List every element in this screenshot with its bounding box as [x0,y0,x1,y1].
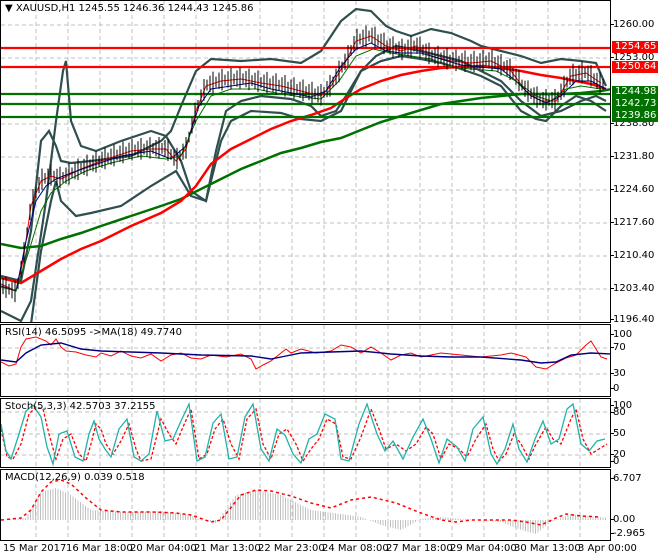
resistance-label-2: 1250.64 [612,61,658,73]
rsi-tick: 0 [610,383,620,394]
price-tick: 1203.40 [610,283,655,294]
price-tick: 1238.80 [610,118,655,129]
price-tick: 1260.00 [610,19,655,30]
rsi-tick: 30 [611,368,626,379]
support-label-2: 1242.73 [612,98,658,110]
price-tick: 1217.60 [610,217,655,228]
rsi-tick: 70 [611,342,626,353]
price-tick: 1224.60 [610,184,655,195]
rsi-axis: 100 70 30 0 [610,324,660,397]
macd-tick: 6.707 [611,473,642,484]
stoch-tick: 100 [610,400,633,411]
symbol-ohlc-title: XAUUSD,H1 1245.55 1246.36 1244.43 1245.8… [15,3,254,14]
support-label-1: 1244.98 [612,86,658,98]
macd-tick: -2.965 [610,528,646,539]
stoch-tick: 20 [611,449,626,460]
price-tick: 1210.40 [610,250,655,261]
time-label: 27 Mar 18:00 [386,543,453,554]
macd-axis: 6.707 0.00 -2.965 [610,469,660,541]
macd-chart-svg [1,470,606,540]
support-label-3: 1239.86 [612,110,658,122]
price-tick: 1196.40 [610,314,655,325]
stoch-title: Stoch(5,3,3) 42.5703 37.2155 [5,401,156,412]
time-label: 29 Mar 04:00 [450,543,517,554]
resistance-label-1: 1254.65 [612,41,658,53]
stochastic-pane[interactable]: Stoch(5,3,3) 42.5703 37.2155 [0,398,611,468]
macd-tick: 0.00 [610,514,636,525]
time-label: 21 Mar 13:00 [194,543,261,554]
rsi-title: RSI(14) 46.5095 ->MA(18) 49.7740 [5,327,182,338]
stoch-tick: 80 [611,407,626,418]
time-label: 3 Apr 00:00 [578,543,637,554]
macd-title: MACD(12,26,9) 0.039 0.518 [5,472,145,483]
rsi-pane[interactable]: RSI(14) 46.5095 ->MA(18) 49.7740 [0,324,611,397]
rsi-tick: 100 [610,329,633,340]
macd-pane[interactable]: MACD(12,26,9) 0.039 0.518 [0,469,611,541]
stoch-axis: 100 80 50 20 0 [610,398,660,468]
time-label: 24 Mar 08:00 [322,543,389,554]
chart-header: ▼ XAUUSD,H1 1245.55 1246.36 1244.43 1245… [5,3,253,14]
price-tick: 1253.00 [610,52,655,63]
rsi-chart-svg [1,325,610,396]
stoch-tick: 50 [611,428,626,439]
price-tick: 1231.80 [610,151,655,162]
stoch-tick: 0 [610,456,620,467]
time-label: 20 Mar 04:00 [130,543,197,554]
stoch-chart-svg [1,399,610,467]
time-label: 30 Mar 13:00 [514,543,581,554]
time-label: 22 Mar 23:00 [258,543,325,554]
collapse-triangle-icon[interactable]: ▼ [5,3,13,14]
price-axis[interactable]: 1260.00 1253.00 1238.80 1231.80 1224.60 … [610,0,660,325]
time-label: 15 Mar 2017 [3,543,67,554]
price-chart-svg [1,1,610,322]
time-label: 16 Mar 18:00 [66,543,133,554]
main-price-pane[interactable]: ▼ XAUUSD,H1 1245.55 1246.36 1244.43 1245… [0,0,611,323]
